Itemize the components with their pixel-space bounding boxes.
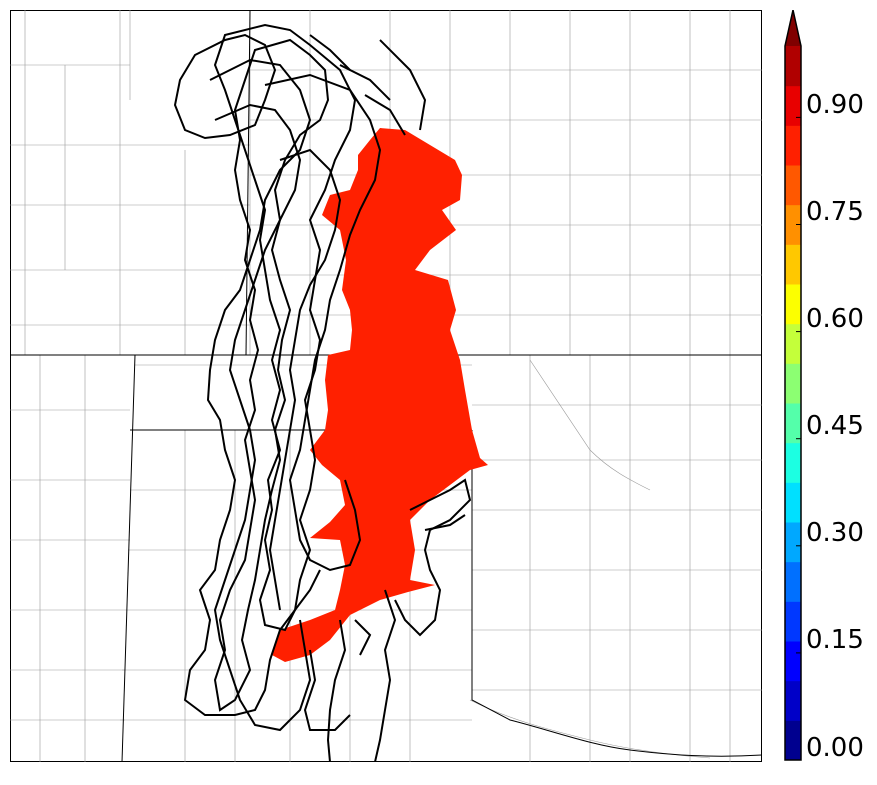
colorbar-extend-arrow [785,10,801,46]
colorbar-segment [785,244,801,285]
colorbar-segment [785,482,801,523]
colorbar-tick-label: 0.75 [806,197,864,227]
colorbar-tick-label: 0.60 [806,304,864,334]
colorbar-segment [785,561,801,602]
ensemble-member-contours [173,23,472,762]
colorbar-segment [785,522,801,563]
colorbar-segment [785,125,801,166]
colorbar-segment [785,601,801,642]
colorbar-tick-label: 0.90 [806,90,864,120]
colorbar-segment [785,442,801,483]
colorbar-tick-label: 0.15 [806,625,864,655]
colorbar-segment [785,85,801,126]
probability-map [10,10,762,762]
colorbar-segment [785,46,801,87]
colorbar-segment [785,641,801,682]
colorbar-segment [785,204,801,245]
colorbar [784,10,802,761]
filled-probability-region [272,128,488,662]
colorbar-segment [785,720,801,761]
colorbar-segment [785,363,801,404]
colorbar-segment [785,323,801,364]
colorbar-segment [785,680,801,721]
colorbar-segment [785,284,801,325]
colorbar-segment [785,403,801,444]
colorbar-tick-label: 0.00 [806,733,864,763]
colorbar-tick-label: 0.45 [806,411,864,441]
colorbar-tick-label: 0.30 [806,518,864,548]
colorbar-segment [785,165,801,206]
